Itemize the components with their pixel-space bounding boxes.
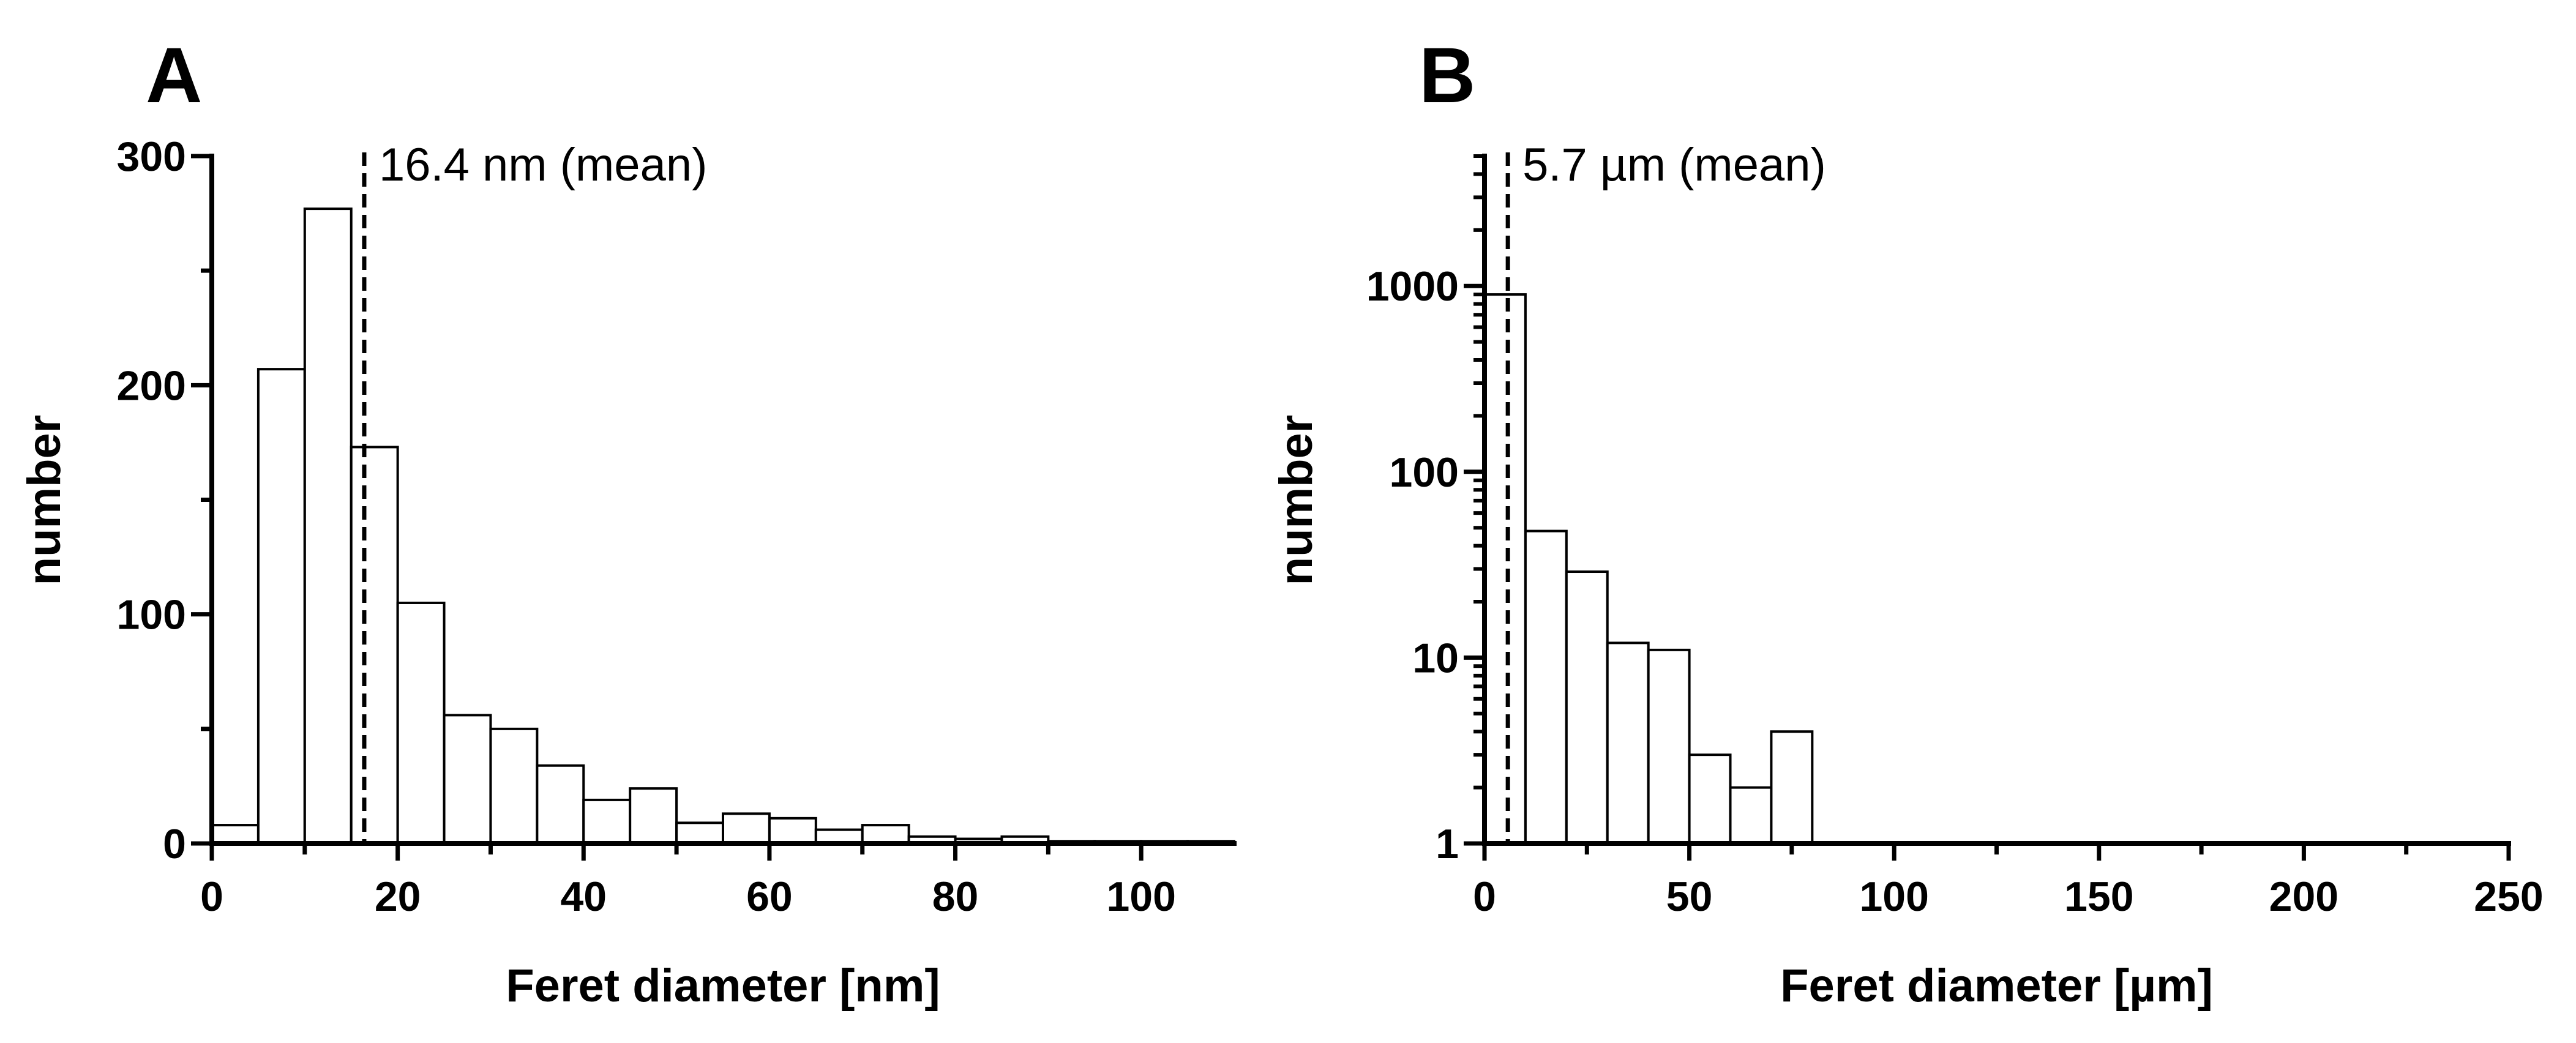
- y-axis-label: number: [18, 415, 70, 586]
- histogram-bar: [536, 764, 585, 845]
- x-tick-label: 100: [1859, 873, 1928, 920]
- y-tick-label: 0: [163, 821, 186, 867]
- histogram-bar: [1647, 648, 1691, 845]
- histogram-bar: [582, 798, 632, 845]
- histogram-bar: [861, 824, 910, 845]
- x-tick-label: 150: [2064, 873, 2133, 920]
- x-tick-label: 20: [375, 873, 421, 920]
- mean-label: 5.7 µm (mean): [1522, 139, 1826, 191]
- histogram-bar: [443, 714, 492, 845]
- histogram-bar: [1524, 529, 1568, 845]
- x-tick-label: 50: [1666, 873, 1713, 920]
- x-tick-label: 200: [2269, 873, 2338, 920]
- histogram-bar: [722, 812, 771, 845]
- y-tick-label: 100: [117, 592, 186, 638]
- histogram-bar: [211, 824, 260, 845]
- x-tick-label: 0: [1473, 873, 1496, 920]
- y-tick-label: 100: [1390, 449, 1459, 496]
- x-tick-label: 250: [2474, 873, 2543, 920]
- histogram-bar: [768, 817, 817, 845]
- histogram-bar: [489, 727, 539, 845]
- y-tick-label: 10: [1412, 635, 1459, 681]
- histogram-bar: [1565, 570, 1609, 845]
- panel-letter: A: [146, 32, 202, 119]
- y-tick-label: 300: [117, 133, 186, 180]
- histogram-bar: [1483, 293, 1527, 845]
- histogram-bar: [1606, 641, 1650, 845]
- x-axis-label: Feret diameter [µm]: [1780, 960, 2213, 1012]
- histogram-bar: [1688, 753, 1732, 845]
- panel-letter: B: [1419, 32, 1475, 119]
- x-axis-label: Feret diameter [nm]: [506, 960, 940, 1012]
- histogram-bar: [675, 821, 725, 845]
- y-tick-label: 200: [117, 362, 186, 409]
- x-tick-label: 60: [746, 873, 793, 920]
- x-tick-label: 100: [1106, 873, 1175, 920]
- histogram-bar: [1729, 786, 1773, 845]
- y-tick-label: 1000: [1366, 263, 1459, 310]
- histogram-bar: [350, 446, 399, 845]
- x-tick-label: 0: [200, 873, 223, 920]
- histogram-bar: [1770, 730, 1814, 845]
- panel-b: B 0 50 100 150 200 250 1 10 100 1000 5.7 µm (mean) F…: [1270, 32, 2544, 1012]
- histogram-bar: [256, 368, 306, 845]
- histogram-bar: [629, 787, 678, 845]
- x-tick-label: 80: [932, 873, 979, 920]
- histogram-bar: [396, 601, 446, 845]
- mean-label: 16.4 nm (mean): [379, 139, 707, 191]
- x-tick-label: 40: [560, 873, 607, 920]
- y-axis-label: number: [1270, 415, 1322, 586]
- y-tick-label: 1: [1436, 821, 1459, 867]
- panel-a: A 0 20 40 60 80 100 0 100 200 300 16.4 nm (mean) Fer…: [18, 32, 1237, 1012]
- histogram-bar: [303, 207, 353, 845]
